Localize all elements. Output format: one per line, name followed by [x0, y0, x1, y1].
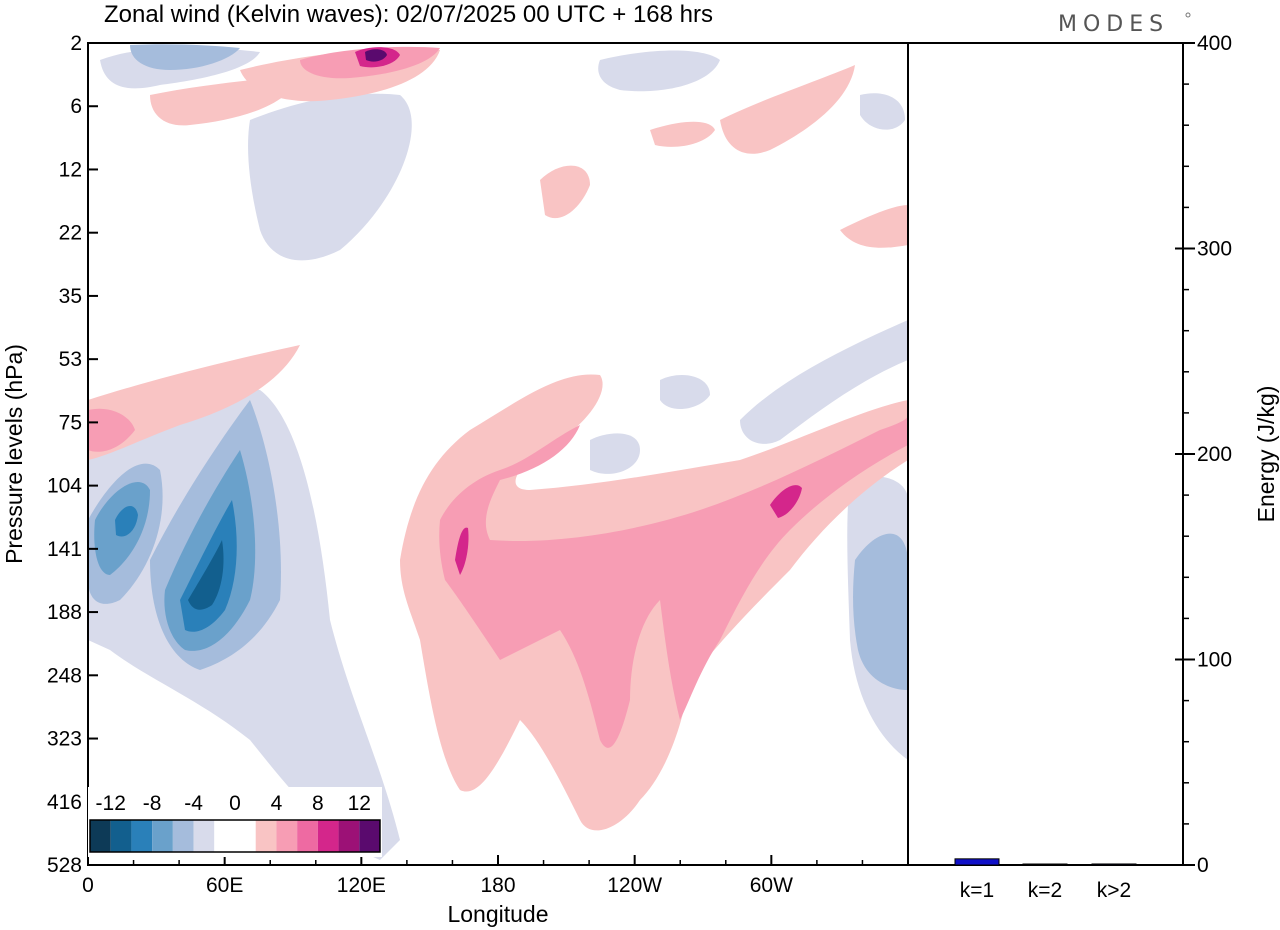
colorbar-label: -12 [96, 792, 126, 815]
x-tick-label: 120W [607, 874, 662, 897]
y-tick-label: 53 [59, 348, 82, 371]
chart-title: Zonal wind (Kelvin waves): 02/07/2025 00… [104, 1, 713, 28]
energy-category-label: k>2 [1097, 879, 1131, 902]
colorbar: -12 -8 -4 0 4 8 12 [88, 787, 382, 857]
x-tick-label: 0 [82, 874, 94, 897]
y-tick-label: 12 [59, 158, 82, 181]
colorbar-swatch [110, 820, 132, 852]
x-tick-label: 60W [750, 874, 793, 897]
x-axis-label: Longitude [447, 901, 548, 927]
energy-bars: k=1 k=2 k>2 [954, 858, 1137, 902]
energy-tick-label: 400 [1197, 32, 1232, 55]
colorbar-swatch [359, 820, 380, 852]
colorbar-label: 8 [312, 792, 324, 815]
energy-bar [954, 858, 1000, 866]
colorbar-label: 0 [229, 792, 241, 815]
colorbar-swatch [317, 820, 339, 852]
colorbar-label: -4 [184, 792, 203, 815]
pressure-axis: 2 6 12 22 35 53 75 104 141 188 248 323 416 528 [47, 32, 98, 877]
colorbar-swatch [214, 820, 235, 852]
colorbar-swatch [235, 820, 256, 852]
x-tick-label: 180 [480, 874, 515, 897]
energy-category-label: k=2 [1028, 879, 1062, 902]
x-tick-label: 120E [337, 874, 386, 897]
y-axis-label: Pressure levels (hPa) [1, 344, 27, 564]
contour-field [88, 44, 908, 860]
energy-plot-frame [907, 42, 1184, 866]
y-tick-label: 528 [47, 854, 82, 877]
y-tick-label: 6 [70, 95, 82, 118]
longitude-axis: 0 60E 120E 180 120W 60W [82, 855, 864, 897]
energy-tick-label: 200 [1197, 443, 1232, 466]
brand-logo: MODES [1058, 12, 1169, 37]
colorbar-label: 4 [271, 792, 283, 815]
colorbar-swatch [193, 820, 215, 852]
y-tick-label: 188 [47, 601, 82, 624]
energy-category-label: k=1 [960, 879, 994, 902]
energy-bar [1022, 863, 1068, 866]
y-tick-label: 323 [47, 728, 82, 751]
energy-bar [1091, 863, 1137, 866]
colorbar-label: 12 [348, 792, 371, 815]
energy-axis: 0 100 200 300 400 [1175, 32, 1232, 877]
energy-tick-label: 100 [1197, 649, 1232, 672]
colorbar-label: -8 [143, 792, 162, 815]
x-tick-label: 60E [206, 874, 243, 897]
y-tick-label: 35 [59, 285, 82, 308]
y-tick-label: 75 [59, 411, 82, 434]
brand-mark-icon [1185, 12, 1191, 18]
colorbar-swatch [152, 820, 173, 852]
energy-tick-label: 300 [1197, 238, 1232, 261]
y-tick-label: 141 [47, 538, 82, 561]
colorbar-swatch [255, 820, 277, 852]
colorbar-swatch [338, 820, 360, 852]
colorbar-swatch [131, 820, 153, 852]
colorbar-swatch [297, 820, 318, 852]
colorbar-swatch [90, 820, 111, 852]
energy-axis-label: Energy (J/kg) [1253, 386, 1279, 523]
y-tick-label: 2 [70, 32, 82, 55]
colorbar-swatch [172, 820, 194, 852]
y-tick-label: 416 [47, 791, 82, 814]
colorbar-swatch [276, 820, 298, 852]
y-tick-label: 104 [47, 475, 82, 498]
y-tick-label: 248 [47, 664, 82, 687]
y-tick-label: 22 [59, 222, 82, 245]
colorbar-frame [89, 819, 381, 853]
energy-tick-label: 0 [1197, 854, 1209, 877]
